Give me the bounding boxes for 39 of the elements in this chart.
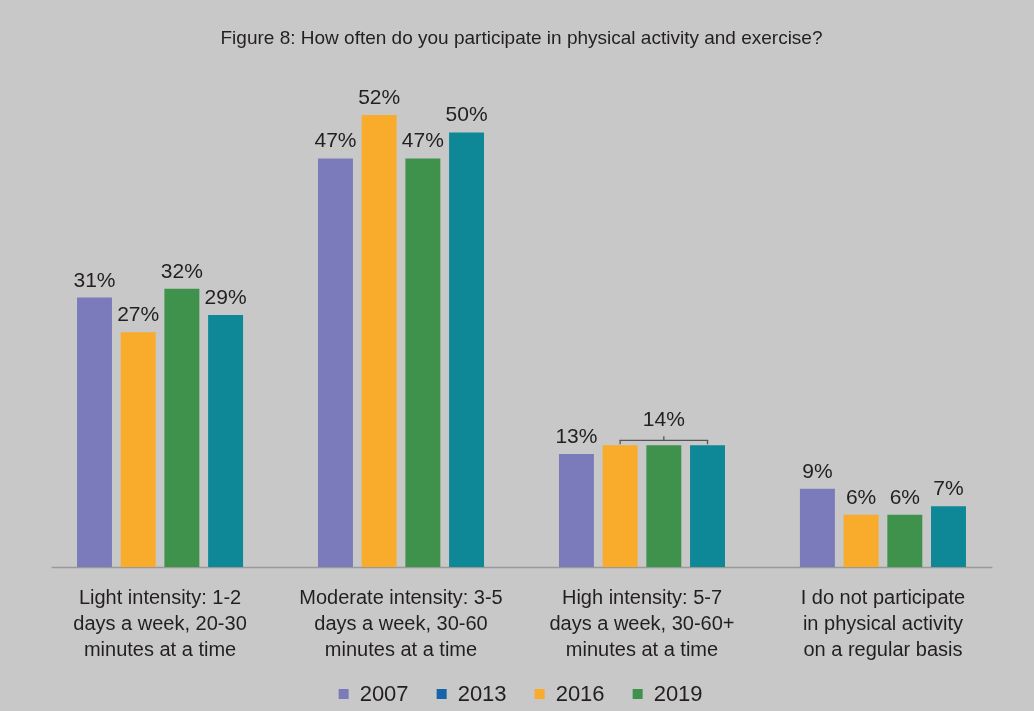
data-label: 52% <box>358 85 401 108</box>
bar <box>361 115 397 567</box>
x-tick-label: Moderate intensity: 3-5 days a week, 30-60 minutes at a time <box>299 585 503 660</box>
data-label: 32% <box>160 258 203 282</box>
x-tick-label: High intensity: 5-7 days a week, 30-60+ minutes at a time <box>549 585 735 660</box>
data-label: 47% <box>401 128 444 152</box>
bar <box>164 288 200 567</box>
data-label: 6% <box>889 484 920 508</box>
data-label: 29% <box>204 284 247 308</box>
bar <box>843 514 879 567</box>
legend-label: 2019 <box>653 681 703 706</box>
data-label: 27% <box>117 302 160 326</box>
bar <box>405 158 441 567</box>
bar <box>646 445 682 567</box>
bar <box>931 506 966 567</box>
x-tick-label: I do not participate in physical activity on a regular basis <box>800 585 966 660</box>
data-label: 6% <box>845 484 877 508</box>
chart-title: Figure 8: How often do you participate in physical activity and exercise? <box>220 27 823 48</box>
bar <box>120 332 156 567</box>
bar <box>318 158 353 567</box>
legend-label: 2013 <box>457 681 507 706</box>
bar <box>77 297 112 567</box>
bar <box>602 445 638 567</box>
bar <box>558 454 594 567</box>
data-label: 47% <box>314 128 357 152</box>
bar <box>799 488 835 567</box>
data-label: 7% <box>933 476 964 500</box>
data-label: 31% <box>73 267 116 291</box>
data-label: 9% <box>802 458 833 482</box>
bar <box>690 445 725 567</box>
bar <box>887 514 923 567</box>
data-label: 13% <box>555 424 598 447</box>
legend-label: 2007 <box>359 681 409 706</box>
data-label: 50% <box>445 102 488 126</box>
data-label: 14% <box>642 407 685 431</box>
bar <box>449 132 485 567</box>
x-tick-label: Light intensity: 1-2 days a week, 20-30 minutes at a time <box>73 585 247 660</box>
legend-label: 2016 <box>555 681 605 706</box>
bar <box>208 314 244 567</box>
